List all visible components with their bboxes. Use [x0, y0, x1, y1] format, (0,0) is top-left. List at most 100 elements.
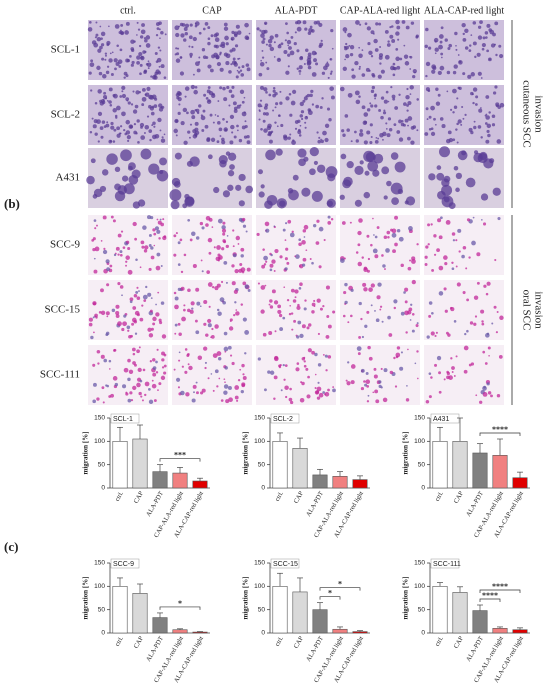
cell: [428, 395, 432, 399]
cell: [269, 263, 274, 268]
cell: [238, 200, 245, 207]
micrograph-bg: [172, 215, 252, 275]
cell: [392, 73, 396, 77]
cell: [411, 312, 415, 316]
cell: [298, 242, 302, 247]
cell: [467, 74, 472, 79]
cell: [446, 375, 450, 380]
cell: [195, 287, 200, 292]
cell: [228, 70, 232, 74]
cell: [351, 68, 355, 72]
cell: [359, 160, 364, 165]
cell: [304, 121, 307, 124]
cell: [404, 287, 409, 292]
error-bar: [277, 572, 283, 587]
cell: [364, 324, 368, 328]
cell: [125, 119, 131, 125]
cell: [473, 120, 476, 123]
cell: [346, 128, 350, 132]
cell: [303, 96, 308, 101]
cell: [296, 49, 300, 53]
cell: [482, 222, 487, 226]
bar: [332, 476, 348, 489]
cell: [289, 232, 295, 238]
cell: [268, 139, 273, 144]
cell: [155, 371, 159, 374]
cell: [143, 249, 148, 253]
cell: [245, 63, 250, 67]
cell: [385, 90, 389, 94]
cell: [216, 140, 220, 144]
cell: [360, 317, 363, 321]
y-axis-label: migration [%]: [402, 432, 410, 475]
cell: [198, 56, 201, 59]
cell: [153, 232, 157, 236]
cell: [189, 309, 194, 314]
cell: [428, 372, 432, 375]
cell: [359, 23, 362, 26]
cell: [175, 232, 178, 235]
cell: [157, 117, 162, 123]
cell: [152, 228, 156, 232]
micrograph: [172, 84, 252, 145]
cell: [461, 254, 465, 259]
cell: [195, 236, 200, 240]
cell: [287, 136, 291, 140]
group-label: oral SCC: [520, 290, 532, 331]
cell: [211, 285, 215, 289]
cell: [273, 269, 276, 272]
cell: [481, 47, 485, 51]
cell: [231, 47, 236, 52]
cell: [119, 250, 123, 254]
micrograph: [172, 20, 252, 80]
cell: [272, 109, 275, 112]
cell: [152, 322, 156, 326]
cell: [127, 246, 131, 251]
cell: [332, 386, 335, 388]
cell: [131, 317, 137, 323]
cell: [407, 348, 409, 351]
x-tick-label: ctrl.: [114, 490, 125, 503]
cell: [396, 228, 401, 233]
cell: [202, 55, 207, 60]
y-tick-label: 150: [254, 415, 265, 422]
cell: [108, 25, 110, 28]
cell: [121, 90, 124, 93]
micrograph-bg: [88, 215, 168, 275]
cell: [375, 399, 380, 404]
cell: [219, 44, 222, 47]
cell: [374, 48, 379, 52]
cell: [147, 215, 152, 220]
cell: [308, 27, 313, 33]
cell: [380, 96, 385, 100]
cell: [439, 40, 443, 44]
error-bar: [317, 468, 323, 475]
cell: [106, 43, 110, 47]
cell: [294, 296, 297, 299]
cell: [294, 255, 296, 258]
cell: [94, 102, 98, 105]
cell: [452, 138, 456, 142]
cell: [175, 47, 178, 50]
cell: [483, 284, 487, 288]
cell: [486, 123, 492, 129]
error-bar: [277, 432, 283, 442]
cell: [236, 104, 241, 109]
cell: [117, 282, 121, 286]
cell: [311, 72, 317, 77]
cell: [127, 329, 130, 332]
cell: [274, 121, 277, 124]
cell: [102, 401, 105, 404]
cell: [243, 96, 246, 99]
cell: [237, 243, 240, 245]
cell: [218, 127, 223, 132]
cell: [407, 100, 412, 106]
column-header: ALA-PDT: [275, 5, 318, 16]
cell: [229, 114, 235, 120]
cell: [269, 268, 273, 272]
cell: [481, 218, 483, 221]
cell: [220, 41, 226, 46]
cell: [478, 108, 483, 113]
cell: [174, 296, 179, 301]
cell: [112, 140, 116, 143]
